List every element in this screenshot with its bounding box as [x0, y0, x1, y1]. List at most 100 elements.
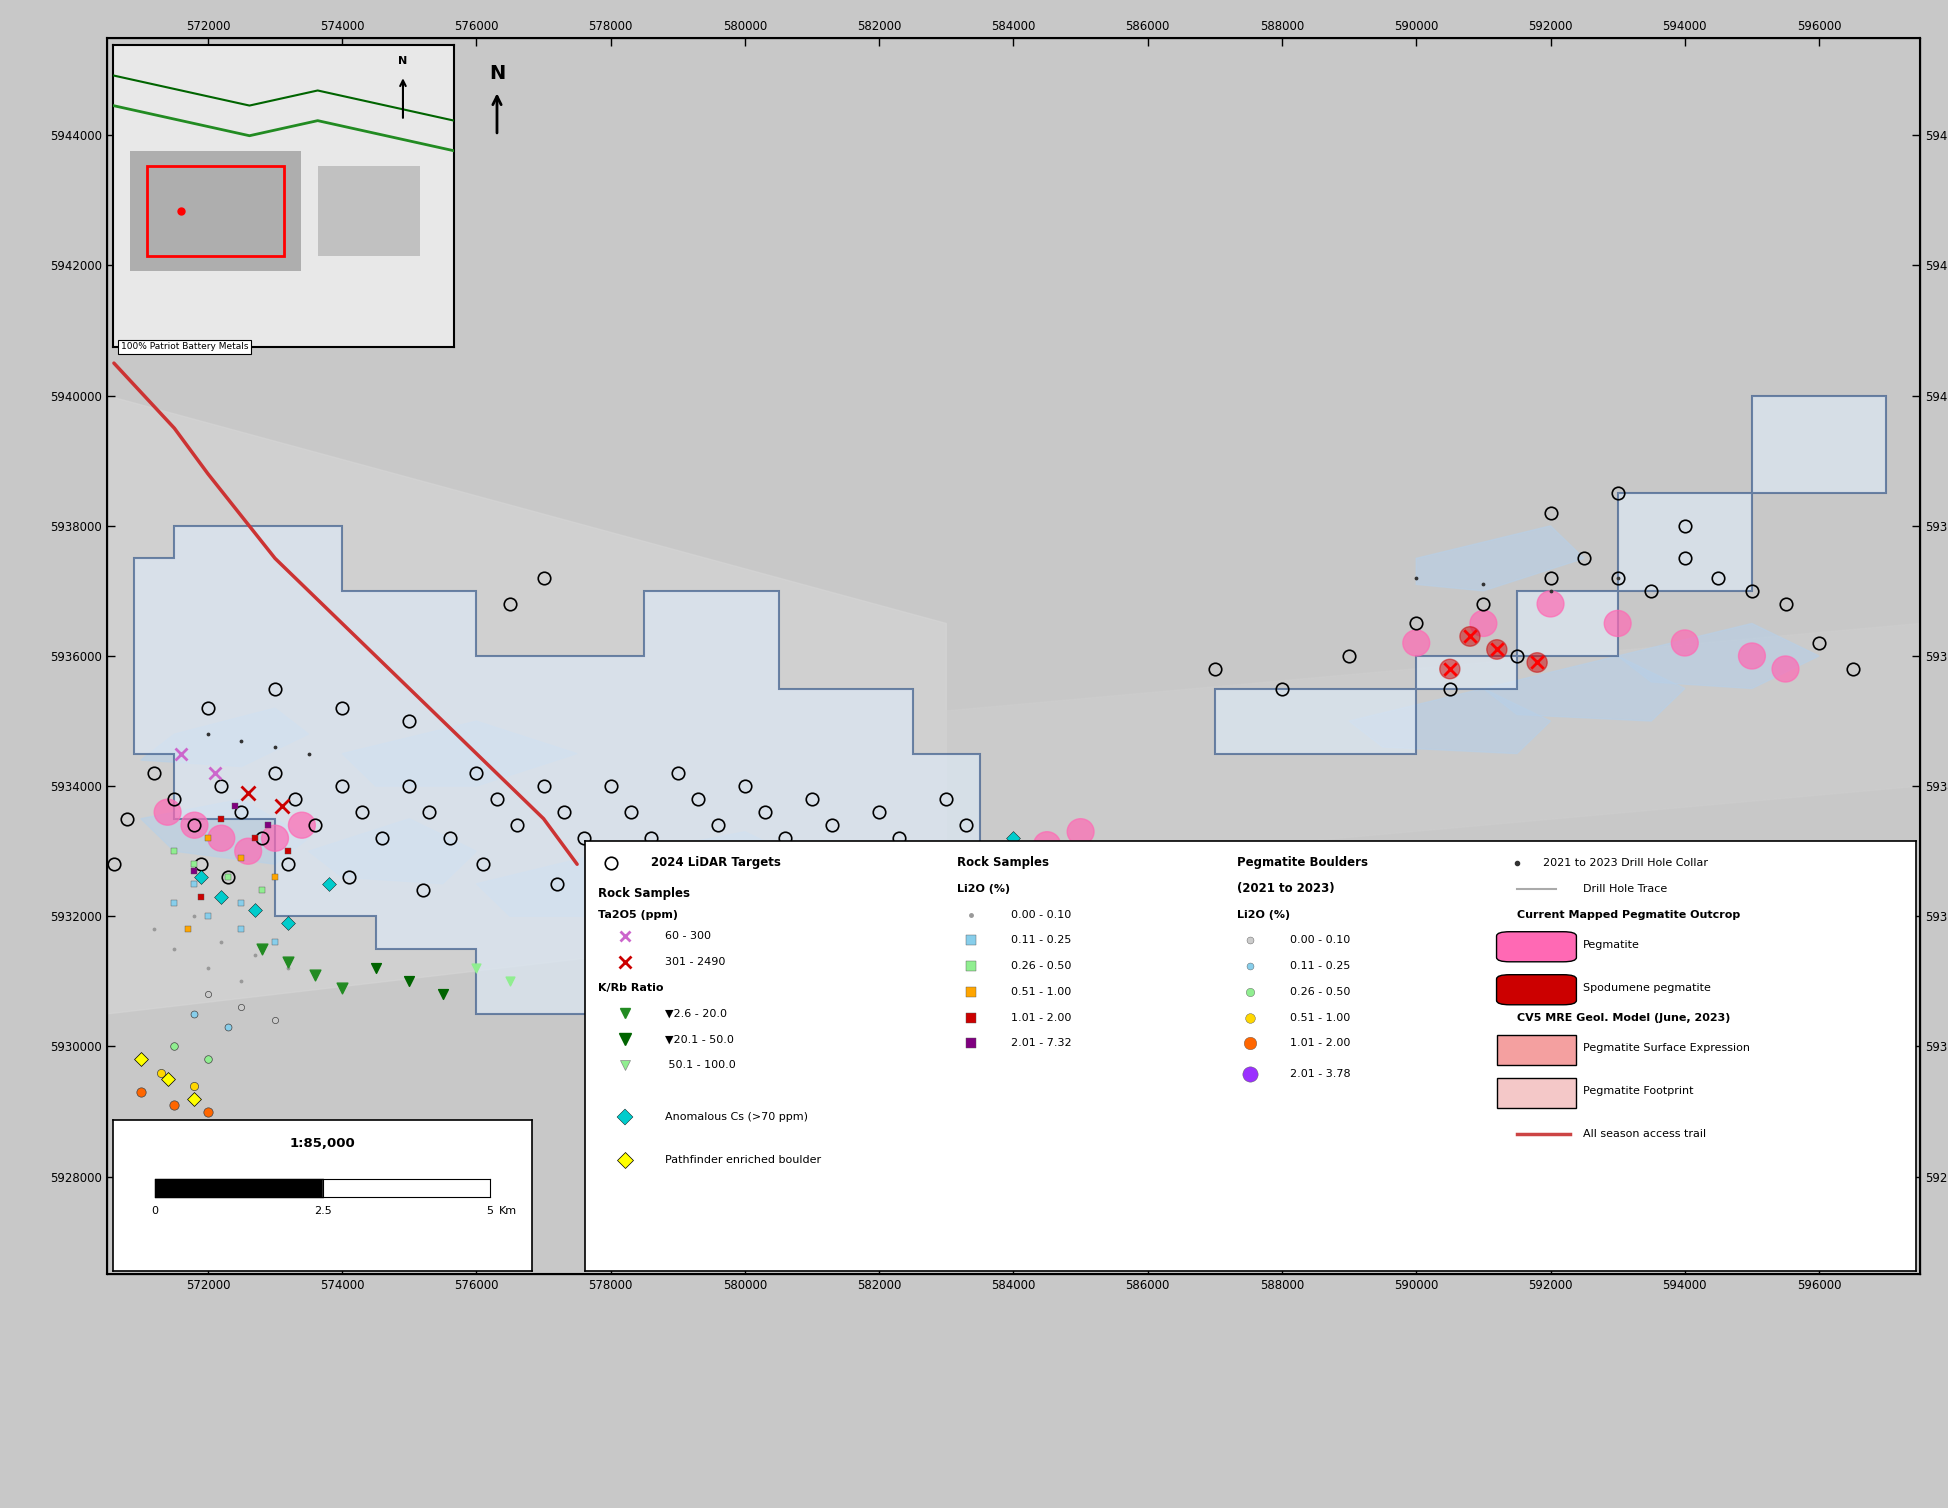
- Point: [393, 970, 425, 994]
- FancyBboxPatch shape: [1496, 1034, 1576, 1065]
- Circle shape: [1469, 611, 1496, 636]
- Point: [125, 1048, 156, 1072]
- Point: [1434, 657, 1465, 682]
- Point: [125, 1080, 156, 1104]
- Text: 100% Patriot Battery Metals: 100% Patriot Battery Metals: [121, 342, 247, 351]
- Point: [259, 734, 290, 759]
- Text: 2.01 - 7.32: 2.01 - 7.32: [1011, 1039, 1071, 1048]
- Text: 2.5: 2.5: [314, 1206, 331, 1217]
- Polygon shape: [107, 395, 947, 1013]
- Circle shape: [1403, 630, 1430, 656]
- Point: [273, 838, 304, 863]
- Point: [206, 807, 238, 831]
- Point: [158, 936, 189, 961]
- Text: Spodumene pegmatite: Spodumene pegmatite: [1582, 983, 1710, 992]
- Point: [360, 956, 392, 980]
- Text: CV5 MRE Geol. Model (June, 2023): CV5 MRE Geol. Model (June, 2023): [1516, 1013, 1730, 1022]
- Point: [138, 1133, 169, 1157]
- Text: Pathfinder enriched boulder: Pathfinder enriched boulder: [664, 1155, 820, 1164]
- Polygon shape: [645, 832, 812, 890]
- Point: [259, 930, 290, 955]
- Circle shape: [234, 838, 261, 864]
- Text: 2.01 - 3.78: 2.01 - 3.78: [1290, 1069, 1350, 1078]
- Text: 301 - 2490: 301 - 2490: [664, 956, 725, 967]
- Point: [240, 1164, 271, 1188]
- Text: 0.26 - 0.50: 0.26 - 0.50: [1290, 986, 1350, 997]
- Circle shape: [1671, 630, 1697, 656]
- Point: [245, 936, 277, 961]
- Point: [1535, 579, 1566, 603]
- Circle shape: [1032, 832, 1060, 858]
- Polygon shape: [343, 721, 577, 786]
- Text: 1.01 - 2.00: 1.01 - 2.00: [1290, 1039, 1350, 1048]
- Text: Pegmatite Boulders: Pegmatite Boulders: [1237, 857, 1367, 870]
- Point: [158, 1034, 189, 1059]
- Text: 0.11 - 0.25: 0.11 - 0.25: [1011, 935, 1071, 946]
- Point: [206, 885, 238, 909]
- Point: [212, 1015, 244, 1039]
- Point: [460, 956, 491, 980]
- Point: [179, 1086, 210, 1110]
- Point: [240, 944, 271, 968]
- Text: 0.26 - 0.50: 0.26 - 0.50: [1011, 961, 1071, 971]
- Text: 0.00 - 0.10: 0.00 - 0.10: [1011, 909, 1069, 920]
- Circle shape: [181, 813, 208, 838]
- Polygon shape: [1482, 656, 1683, 721]
- Point: [212, 866, 244, 890]
- Text: All season access trail: All season access trail: [1582, 1128, 1704, 1139]
- Text: 0: 0: [152, 1206, 158, 1217]
- Text: 2021 to 2023 Drill Hole Collar: 2021 to 2023 Drill Hole Collar: [1543, 858, 1706, 869]
- Text: N: N: [489, 63, 505, 83]
- Text: Pegmatite Footprint: Pegmatite Footprint: [1582, 1086, 1693, 1096]
- Text: 1:85,000: 1:85,000: [290, 1137, 355, 1149]
- Text: Anomalous Cs (>70 ppm): Anomalous Cs (>70 ppm): [664, 1111, 806, 1122]
- Text: Pegmatite: Pegmatite: [1582, 939, 1638, 950]
- Point: [1453, 624, 1484, 648]
- Polygon shape: [1617, 623, 1817, 689]
- Text: Li2O (%): Li2O (%): [1237, 909, 1290, 920]
- Circle shape: [1440, 659, 1459, 679]
- Point: [226, 970, 257, 994]
- Point: [193, 826, 224, 851]
- Point: [226, 846, 257, 870]
- Point: [226, 995, 257, 1019]
- Point: [171, 917, 203, 941]
- Polygon shape: [1348, 689, 1551, 754]
- Text: 0.51 - 1.00: 0.51 - 1.00: [1290, 1013, 1350, 1022]
- Circle shape: [261, 825, 288, 851]
- Point: [185, 885, 216, 909]
- Point: [226, 891, 257, 915]
- Point: [179, 872, 210, 896]
- Circle shape: [1603, 611, 1630, 636]
- Circle shape: [1537, 591, 1562, 617]
- Text: Current Mapped Pegmatite Outcrop: Current Mapped Pegmatite Outcrop: [1516, 909, 1740, 920]
- Point: [1401, 566, 1432, 590]
- Point: [300, 962, 331, 986]
- Point: [206, 1158, 238, 1182]
- Point: [314, 872, 345, 896]
- Text: 60 - 300: 60 - 300: [664, 930, 711, 941]
- Point: [240, 826, 271, 851]
- Point: [292, 742, 323, 766]
- Point: [1601, 566, 1632, 590]
- Circle shape: [208, 825, 234, 851]
- Text: Rock Samples: Rock Samples: [956, 857, 1048, 870]
- Point: [171, 1145, 203, 1169]
- Point: [179, 905, 210, 929]
- Circle shape: [1738, 642, 1765, 670]
- Point: [226, 1113, 257, 1137]
- Circle shape: [1068, 819, 1093, 844]
- Point: [226, 917, 257, 941]
- Text: 2024 LiDAR Targets: 2024 LiDAR Targets: [651, 857, 781, 870]
- Circle shape: [1525, 653, 1547, 673]
- Point: [179, 1074, 210, 1098]
- Polygon shape: [134, 526, 980, 1080]
- Point: [179, 858, 210, 882]
- Point: [253, 813, 284, 837]
- Text: N: N: [397, 56, 407, 66]
- Point: [1064, 838, 1095, 863]
- Point: [206, 930, 238, 955]
- Point: [158, 891, 189, 915]
- Point: [259, 866, 290, 890]
- Point: [179, 1001, 210, 1025]
